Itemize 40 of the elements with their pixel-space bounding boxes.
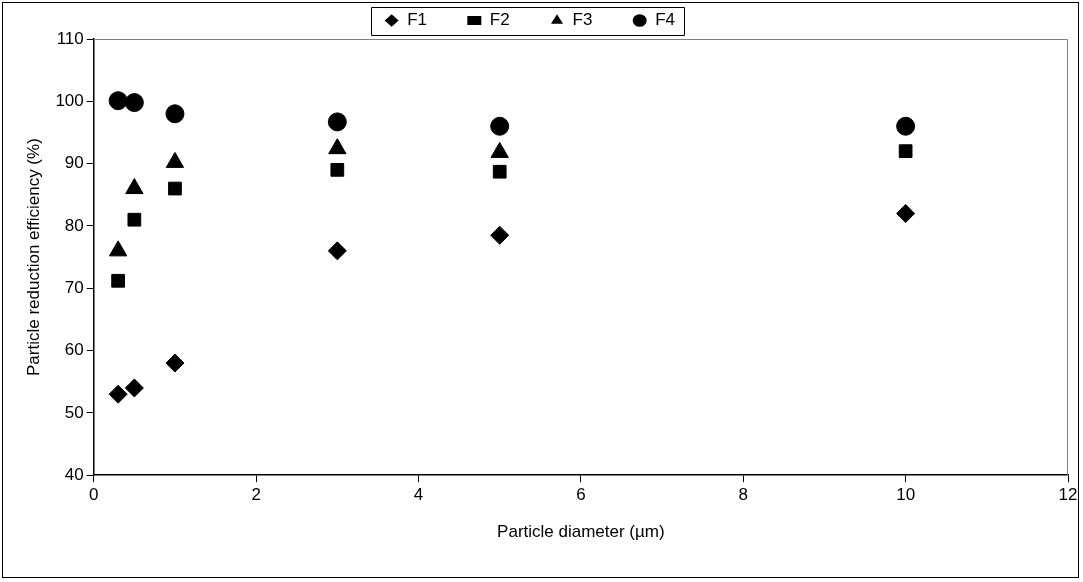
point <box>165 353 185 373</box>
x-tick-label: 0 <box>89 485 99 505</box>
point <box>896 116 916 136</box>
legend-label: F4 <box>655 10 704 30</box>
point <box>168 181 182 196</box>
y-tick-label: 90 <box>64 153 84 173</box>
x-tick-label: 12 <box>1058 485 1078 505</box>
x-tick-label: 8 <box>738 485 748 505</box>
point <box>127 212 142 227</box>
point <box>327 241 347 261</box>
point <box>165 104 185 124</box>
point <box>490 225 510 245</box>
legend-label: F3 <box>572 10 621 30</box>
point <box>124 378 144 398</box>
point <box>108 91 128 111</box>
y-axis-title: Particle reduction efficiency (%) <box>23 138 43 376</box>
y-tick-label: 40 <box>64 464 84 484</box>
y-tick-label: 100 <box>55 91 84 110</box>
x-tick-label: 10 <box>896 485 916 505</box>
y-tick-label: 70 <box>64 277 84 297</box>
y-tick-label: 60 <box>64 340 84 360</box>
point <box>490 116 510 136</box>
point <box>896 203 916 223</box>
point <box>330 163 345 177</box>
legend-label: F1 <box>407 10 456 30</box>
point <box>108 384 128 404</box>
point <box>492 164 507 179</box>
point <box>898 144 913 159</box>
point <box>125 178 144 195</box>
y-tick-label: 80 <box>64 215 84 235</box>
y-tick-label: 50 <box>64 402 84 422</box>
legend-label: F2 <box>489 10 539 30</box>
y-tick-label: 110 <box>56 28 84 48</box>
point <box>111 273 125 288</box>
x-axis-title: Particle diameter (µm) <box>497 522 665 542</box>
point <box>124 93 144 113</box>
x-tick-label: 2 <box>251 485 261 505</box>
point <box>327 112 347 132</box>
x-tick-label: 4 <box>413 485 424 505</box>
x-tick-label: 6 <box>576 485 586 505</box>
